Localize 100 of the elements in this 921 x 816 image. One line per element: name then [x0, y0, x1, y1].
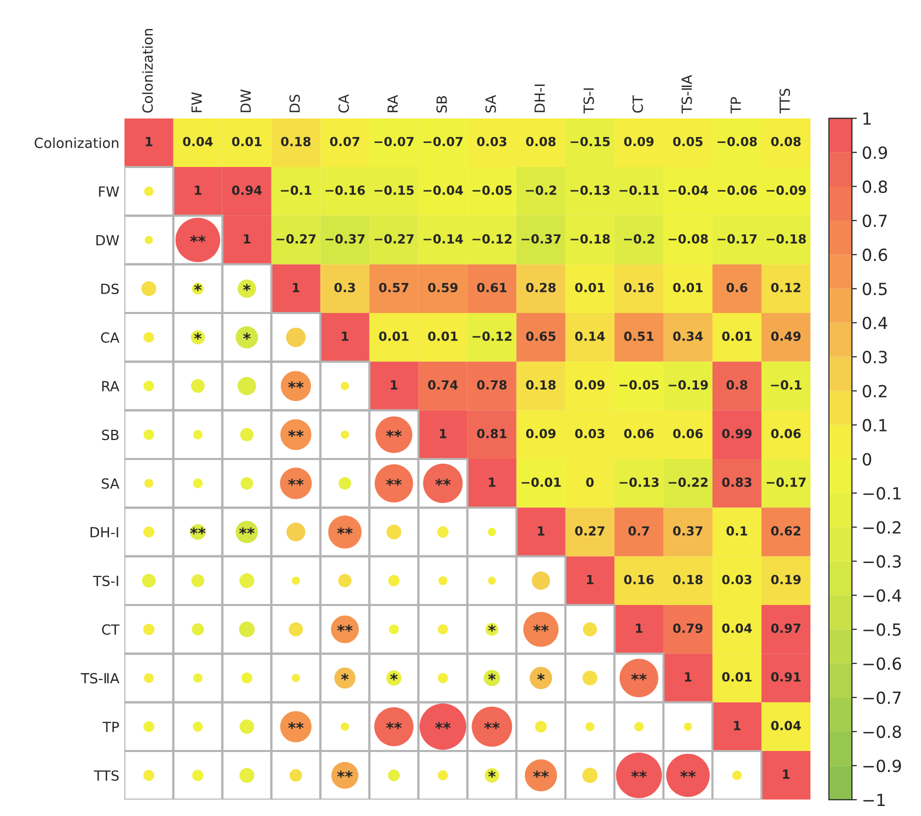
text: **	[337, 624, 353, 632]
color-bar-label: 1	[863, 112, 871, 125]
data-label: 0.14	[575, 332, 605, 341]
data-label: −0.04	[668, 185, 708, 195]
y-tick-label: DS	[101, 284, 119, 294]
data-label: 0.18	[673, 574, 703, 584]
data-label: 0.09	[526, 428, 556, 438]
color-bar-label: −0.3	[863, 555, 901, 568]
text: **	[386, 478, 402, 486]
data-label: 0.1	[726, 526, 748, 536]
data-label: 0.01	[673, 282, 703, 292]
data-label: −0.17	[766, 478, 806, 487]
data-label: 1	[440, 429, 446, 438]
text: **	[386, 430, 402, 438]
color-bar-label: −0.8	[863, 726, 901, 738]
color-bar-label: 0.5	[862, 282, 887, 296]
data-label: 0.01	[428, 332, 458, 341]
data-label: 1	[390, 380, 398, 390]
y-tick-label: TP	[102, 722, 119, 732]
data-label: −0.37	[522, 234, 561, 244]
text: *	[488, 673, 496, 680]
data-label: 0.04	[183, 136, 213, 146]
data-label: 0.37	[673, 526, 702, 536]
data-label: 0.16	[624, 574, 654, 584]
data-label: 0.06	[673, 428, 703, 438]
text: **	[337, 527, 353, 534]
text: **	[631, 673, 647, 680]
x-tick-label: FW	[192, 92, 202, 112]
data-label: 0.6	[726, 282, 748, 292]
color-bar-label: 0.4	[862, 316, 888, 330]
data-label: −0.18	[570, 234, 610, 244]
x-tick-label: CT	[632, 95, 643, 113]
data-label: −0.15	[570, 136, 610, 146]
x-tick-label: DS	[289, 94, 300, 112]
text: **	[631, 770, 647, 778]
text: *	[537, 673, 545, 680]
data-label: −0.16	[326, 185, 365, 195]
color-bar-label: 0	[862, 452, 872, 466]
x-tick-label: DW	[240, 89, 251, 112]
x-tick-label: TP	[730, 97, 741, 114]
data-label: −0.37	[326, 234, 365, 244]
data-label: 0.04	[722, 624, 752, 633]
y-tick-label: CA	[101, 332, 120, 343]
data-label: 0.97	[771, 624, 800, 633]
data-label: 0.03	[575, 428, 604, 438]
data-label: −0.14	[424, 234, 463, 244]
data-label: 1	[538, 526, 544, 536]
text: **	[533, 624, 549, 632]
data-label: 0.12	[771, 282, 800, 292]
data-label: −0.09	[766, 185, 806, 195]
text: **	[288, 381, 304, 388]
data-label: −0.08	[718, 136, 757, 146]
data-label: 0.16	[624, 282, 654, 292]
text: **	[288, 722, 304, 730]
text: **	[484, 722, 500, 730]
data-label: 1	[685, 672, 692, 682]
color-bar-label: −0.2	[863, 521, 900, 534]
data-label: 0.04	[771, 720, 801, 730]
data-label: 1	[734, 721, 740, 730]
x-tick-label: DH-Ⅰ	[534, 84, 545, 112]
data-label: 0.3	[334, 282, 355, 292]
data-label: 1	[146, 136, 152, 146]
text: **	[386, 722, 402, 730]
data-label: 0.61	[477, 282, 506, 292]
data-label: 0.05	[673, 136, 702, 146]
data-label: 0.99	[722, 428, 752, 438]
data-label: −0.2	[624, 234, 654, 244]
data-label: −0.07	[374, 136, 414, 146]
data-label: 0.09	[575, 380, 605, 390]
data-label: −0.2	[526, 185, 556, 195]
data-label: 0	[586, 478, 594, 487]
data-label: 1	[636, 624, 642, 633]
data-label: −0.27	[374, 234, 414, 244]
data-label: 1	[292, 282, 300, 292]
text: **	[190, 235, 206, 242]
data-label: 0.06	[771, 428, 801, 438]
data-label: 0.01	[379, 332, 408, 341]
text: *	[243, 284, 251, 292]
data-label: −0.04	[424, 185, 463, 195]
data-label: 0.74	[428, 380, 458, 390]
data-label: 0.7	[628, 526, 650, 536]
data-label: 0.28	[526, 282, 556, 292]
data-label: −0.18	[766, 234, 806, 244]
text: *	[390, 673, 398, 680]
color-bar-label: −0.9	[863, 760, 901, 772]
data-label: −0.05	[620, 380, 659, 390]
y-tick-label: TTS	[94, 770, 119, 781]
data-label: 1	[342, 332, 348, 341]
text: **	[680, 770, 696, 778]
data-label: −0.06	[718, 185, 757, 195]
data-label: 0.03	[477, 136, 506, 146]
color-bar-label: 0.7	[862, 214, 887, 228]
x-tick-label: TS-ⅡA	[681, 74, 692, 114]
color-bar-label: −1	[863, 794, 885, 806]
x-tick-label: SB	[436, 96, 447, 113]
color-bar-label: 0.2	[862, 384, 886, 398]
color-bar-label: 0.8	[862, 180, 888, 194]
x-tick-label: TTS	[780, 88, 790, 114]
data-label: 0.08	[771, 136, 801, 146]
text: **	[239, 527, 255, 534]
